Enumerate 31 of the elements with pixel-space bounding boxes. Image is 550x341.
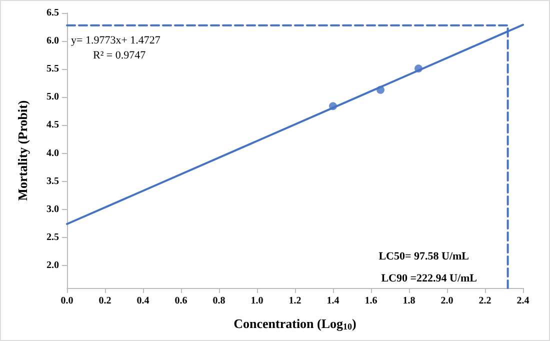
x-tick-label: 1.0 bbox=[250, 296, 264, 306]
x-tick-label: 0.2 bbox=[98, 296, 112, 306]
annotation: LC90 =222.94 U/mL bbox=[381, 272, 478, 284]
x-tick-label: 2.0 bbox=[440, 296, 454, 306]
y-tick-label: 6.5 bbox=[46, 8, 59, 18]
x-tick-label: 1.2 bbox=[288, 296, 302, 306]
point bbox=[376, 86, 384, 94]
x-tick-label: 0.8 bbox=[212, 296, 226, 306]
x-tick-label: 1.6 bbox=[364, 296, 378, 306]
x-tick-label: 2.2 bbox=[478, 296, 492, 306]
y-axis-title: Mortality (Probit) bbox=[15, 100, 30, 201]
annotation: R² = 0.9747 bbox=[93, 50, 146, 62]
y-tick-label: 3.5 bbox=[46, 176, 59, 187]
y-tick-label: 2.5 bbox=[46, 232, 59, 243]
y-tick-label: 5.5 bbox=[46, 64, 59, 75]
x-tick-label: 0.0 bbox=[60, 296, 74, 306]
y-tick-label: 2.0 bbox=[46, 260, 59, 272]
point bbox=[414, 64, 422, 73]
x-tick-label: 0.4 bbox=[136, 296, 150, 306]
x-tick-label: 1.4 bbox=[326, 296, 340, 306]
x-tick-label: 0.6 bbox=[174, 296, 188, 306]
y-tick-label: 4.0 bbox=[46, 148, 59, 159]
annotation: y= 1.9773x+ 1.4727 bbox=[71, 34, 161, 46]
y-tick-label: 5.0 bbox=[46, 92, 59, 103]
x-tick-label: 1.8 bbox=[402, 296, 416, 306]
y-tick-label: 3.0 bbox=[46, 204, 59, 215]
x-tick-label: 2.4 bbox=[516, 296, 530, 306]
point bbox=[329, 102, 337, 110]
y-tick-label: 6.0 bbox=[46, 36, 59, 47]
annotation: LC50= 97.58 U/mL bbox=[378, 250, 470, 262]
y-tick-label: 4.5 bbox=[46, 120, 59, 131]
